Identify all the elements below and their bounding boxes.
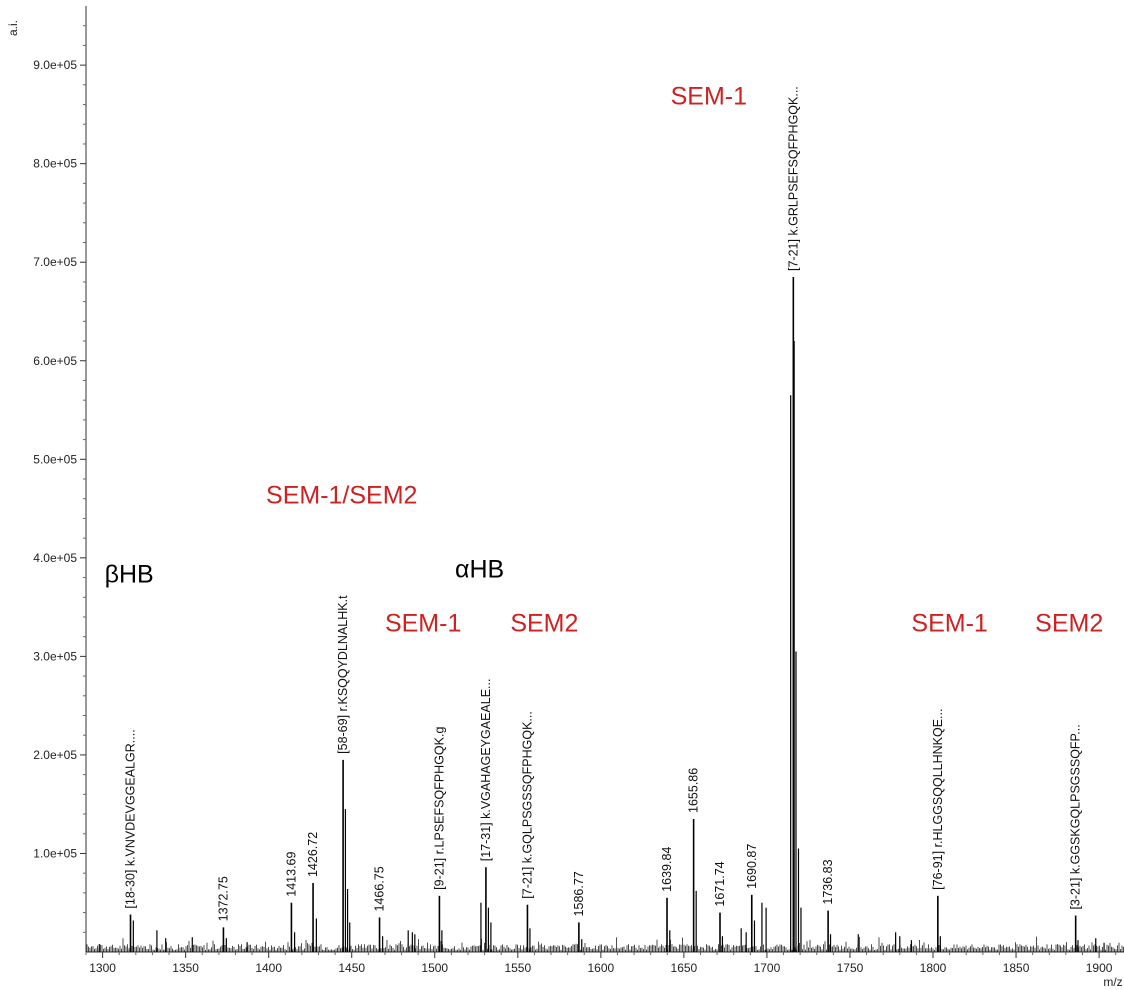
- y-tick-label: 8.0e+05: [33, 157, 77, 171]
- y-tick-label: 7.0e+05: [33, 255, 77, 269]
- x-tick-label: 1400: [255, 961, 282, 975]
- x-tick-label: 1750: [837, 961, 864, 975]
- group-annotation: αHB: [455, 556, 504, 584]
- peak-label: 1671.74: [713, 861, 727, 906]
- peak-label: [58-69] r.KSQQYDLNALHK.t: [336, 595, 350, 754]
- peak-label: 1655.86: [687, 768, 701, 813]
- peak-label: 1639.84: [660, 847, 674, 892]
- group-annotation: SEM-1: [671, 83, 747, 111]
- y-tick-label: 5.0e+05: [33, 452, 77, 466]
- y-tick-label: 3.0e+05: [33, 649, 77, 663]
- peak-label: 1466.75: [373, 866, 387, 911]
- group-annotation: SEM-1: [385, 610, 461, 638]
- x-tick-label: 1850: [1003, 961, 1030, 975]
- x-tick-label: 1350: [172, 961, 199, 975]
- y-tick-label: 2.0e+05: [33, 748, 77, 762]
- group-annotation: SEM-1: [911, 610, 987, 638]
- spectrum-baseline-noise: [86, 936, 1124, 952]
- x-tick-label: 1500: [421, 961, 448, 975]
- group-annotation: SEM2: [1035, 610, 1103, 638]
- group-annotation: SEM-1/SEM2: [266, 482, 417, 510]
- x-tick-label: 1300: [89, 961, 116, 975]
- peak-label: 1413.69: [284, 851, 298, 896]
- peak-label: 1372.75: [216, 876, 230, 921]
- y-tick-label: 4.0e+05: [33, 551, 77, 565]
- x-tick-label: 1700: [754, 961, 781, 975]
- group-annotation: βHB: [105, 560, 154, 588]
- plot-area: [18-30] k.VNVDEVGGEALGR.... 1372.75 1413.6…: [86, 83, 1124, 952]
- peak-label: [7-21] k.GRLPSEFSQFPHGQK...: [786, 86, 800, 271]
- x-tick-label: 1650: [671, 961, 698, 975]
- peak-label: 1736.83: [821, 859, 835, 904]
- axes: 1.0e+05 2.0e+05 3.0e+05 4.0e+05 5.0e+05 6.0e+…: [33, 6, 1124, 975]
- peak-label: 1426.72: [306, 832, 320, 877]
- x-tick-label: 1800: [920, 961, 947, 975]
- peak-label: [76-91] r.HLGGSQQLLHNKQE...: [931, 709, 945, 890]
- peak-label: [9-21] r.LPSEFSQFPHGQK.g: [432, 727, 446, 890]
- x-tick-label: 1450: [338, 961, 365, 975]
- y-tick-label: 9.0e+05: [33, 58, 77, 72]
- group-annotation: SEM2: [510, 610, 578, 638]
- y-tick-label: 6.0e+05: [33, 354, 77, 368]
- x-tick-label: 1900: [1086, 961, 1113, 975]
- x-tick-label: 1550: [504, 961, 531, 975]
- y-axis-label: a.i.: [6, 20, 20, 36]
- peak-label: [18-30] k.VNVDEVGGEALGR....: [124, 729, 138, 908]
- y-tick-label: 1.0e+05: [33, 846, 77, 860]
- peak-label: [17-31] k.VGAHAGEYGAEALE...: [479, 679, 493, 862]
- peak-label: 1690.87: [745, 844, 759, 889]
- peak-label: [7-21] k.GQLPSGSSQFPHGQK...: [520, 711, 534, 899]
- peak-label: [3-21] k.GGSKGQLPSGSSQFP...: [1069, 724, 1083, 909]
- x-axis-label: m/z: [1103, 975, 1122, 989]
- x-tick-label: 1600: [587, 961, 614, 975]
- peak-label: 1586.77: [572, 871, 586, 916]
